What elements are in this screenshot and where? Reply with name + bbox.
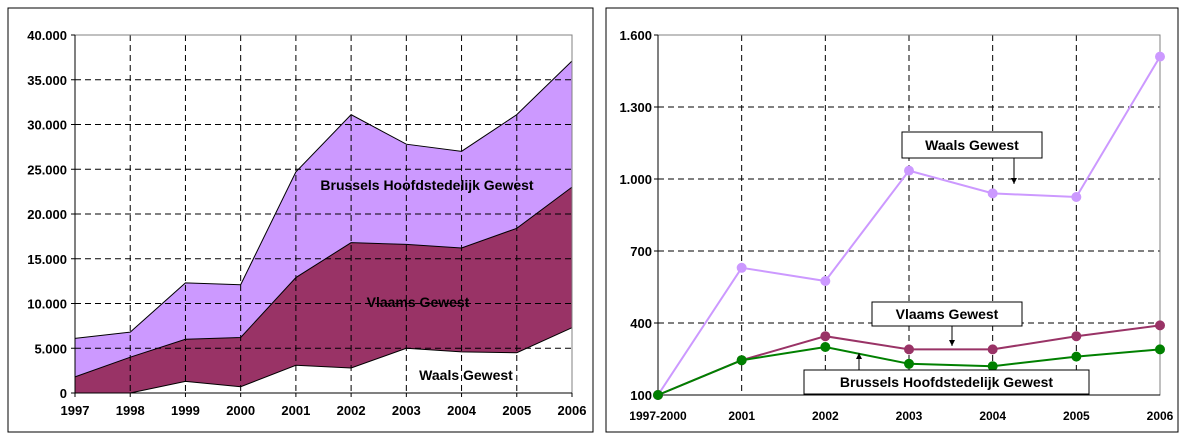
y-tick-label: 700 — [630, 244, 652, 259]
point-vlaams-gewest — [820, 331, 831, 342]
callout-label-vlaams-gewest: Vlaams Gewest — [896, 306, 999, 322]
y-tick-label: 30.000 — [27, 118, 67, 133]
y-tick-label: 0 — [60, 386, 67, 401]
point-brussels-hoofdstedelijk-gewest — [1071, 351, 1082, 362]
x-tick-label: 2000 — [226, 403, 255, 418]
y-tick-label: 1.300 — [619, 100, 652, 115]
x-tick-label: 2006 — [558, 403, 587, 418]
callout-label-waals-gewest: Waals Gewest — [925, 137, 1019, 153]
chart-frame — [605, 7, 1179, 433]
index-line-chart: 100 400 700 1.000 1.300 1.600 1997-2000 2001 200… — [605, 7, 1179, 433]
point-brussels-hoofdstedelijk-gewest — [736, 355, 747, 366]
x-tick-label: 1998 — [116, 403, 145, 418]
y-tick-label: 5.000 — [34, 341, 67, 356]
x-tick-label: 2004 — [447, 403, 477, 418]
x-tick-label: 2003 — [392, 403, 421, 418]
point-waals-gewest — [1155, 51, 1165, 62]
point-waals-gewest — [820, 276, 831, 286]
point-waals-gewest — [736, 262, 747, 273]
callout-arrowhead-waals-gewest — [1011, 178, 1017, 184]
point-brussels-hoofdstedelijk-gewest — [653, 390, 663, 400]
x-tick-label: 2001 — [728, 409, 755, 423]
x-tick-label: 2002 — [337, 403, 366, 418]
y-tick-label: 400 — [630, 316, 652, 331]
area-label-vlaams-gewest: Vlaams Gewest — [367, 294, 470, 310]
y-tick-label: 20.000 — [27, 207, 67, 222]
x-tick-label: 2005 — [1063, 409, 1090, 423]
area-label-brussels-hoofdstedelijk-gewest: Brussels Hoofdstedelijk Gewest — [320, 177, 534, 193]
left-chart-panel: 0 5.000 10.000 15.000 20.000 25.000 30.000 35.0… — [7, 7, 594, 433]
point-vlaams-gewest — [987, 344, 998, 355]
point-vlaams-gewest — [1071, 331, 1082, 342]
y-tick-label: 1.000 — [619, 172, 652, 187]
x-tick-label: 2006 — [1147, 409, 1174, 423]
x-tick-label: 2003 — [896, 409, 923, 423]
area-vlaams-gewest — [75, 187, 572, 393]
area-brussels-hoofdstedelijk-gewest — [75, 60, 572, 377]
boundary-waals-gewest — [75, 327, 573, 394]
y-tick-label: 10.000 — [27, 297, 67, 312]
callout-box-waals-gewest — [901, 131, 1043, 159]
boundary-brussels-hoofdstedelijk-gewest — [74, 60, 573, 339]
point-brussels-hoofdstedelijk-gewest — [820, 342, 831, 352]
area-label-waals-gewest: Waals Gewest — [419, 367, 513, 383]
boundary-vlaams-gewest — [74, 186, 573, 378]
point-brussels-hoofdstedelijk-gewest — [904, 358, 914, 369]
point-waals-gewest — [1071, 192, 1082, 202]
y-tick-label: 25.000 — [27, 162, 67, 177]
point-vlaams-gewest — [1155, 320, 1165, 331]
x-tick-label: 1997-2000 — [629, 409, 687, 423]
x-tick-label: 2005 — [502, 403, 531, 418]
stacked-area-chart: 0 5.000 10.000 15.000 20.000 25.000 30.000 35.0… — [7, 7, 594, 433]
x-tick-label: 2001 — [281, 403, 310, 418]
x-tick-label: 1997 — [61, 403, 90, 418]
callout-box-brussels-hoofdstedelijk-gewest — [803, 369, 1090, 395]
point-waals-gewest — [987, 188, 998, 199]
point-brussels-hoofdstedelijk-gewest — [987, 361, 998, 372]
area-waals-gewest — [75, 327, 572, 393]
y-tick-label: 1.600 — [619, 28, 652, 43]
callout-arrowhead-brussels-hoofdstedelijk-gewest — [856, 353, 862, 359]
callout-box-vlaams-gewest — [871, 301, 1023, 327]
point-vlaams-gewest — [904, 344, 914, 355]
y-tick-label: 40.000 — [27, 28, 67, 43]
y-tick-label: 100 — [630, 388, 652, 403]
x-tick-label: 2004 — [979, 409, 1006, 423]
x-tick-label: 1999 — [171, 403, 200, 418]
point-brussels-hoofdstedelijk-gewest — [1155, 344, 1165, 355]
right-chart-panel: 100 400 700 1.000 1.300 1.600 1997-2000 2001 200… — [604, 0, 1181, 435]
y-tick-label: 15.000 — [27, 252, 67, 267]
callout-label-brussels-hoofdstedelijk-gewest: Brussels Hoofdstedelijk Gewest — [840, 374, 1054, 390]
x-tick-label: 2002 — [812, 409, 839, 423]
point-waals-gewest — [904, 165, 914, 176]
y-tick-label: 35.000 — [27, 73, 67, 88]
callout-arrowhead-vlaams-gewest — [949, 340, 955, 346]
